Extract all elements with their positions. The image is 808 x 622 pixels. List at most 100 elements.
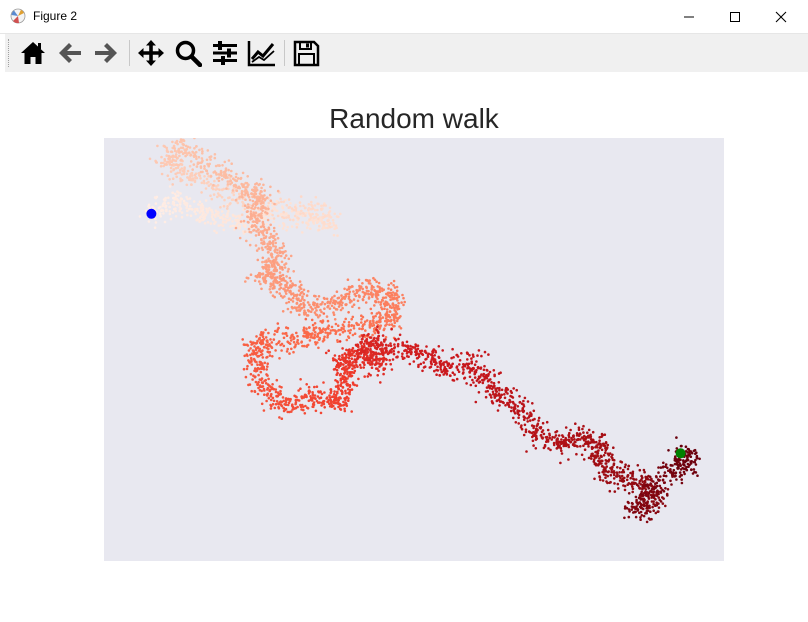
walk-point — [597, 471, 601, 475]
walk-point — [203, 181, 206, 185]
walk-point — [324, 331, 327, 334]
walk-point — [188, 146, 192, 149]
walk-point — [373, 331, 377, 335]
walk-point — [277, 201, 280, 204]
walk-point — [261, 209, 264, 213]
home-button[interactable] — [17, 37, 49, 69]
walk-point — [272, 399, 276, 403]
walk-point — [685, 458, 689, 462]
edit-axes-button[interactable] — [246, 37, 278, 69]
walk-point — [365, 342, 369, 345]
walk-point — [530, 424, 534, 427]
walk-point — [265, 339, 269, 343]
walk-point — [675, 458, 679, 461]
walk-point — [350, 348, 354, 352]
walk-point — [425, 345, 428, 348]
close-button[interactable] — [758, 0, 804, 33]
walk-point — [446, 369, 449, 373]
walk-point — [564, 444, 568, 448]
walk-point — [329, 398, 333, 402]
walk-point — [262, 266, 266, 269]
walk-point — [173, 192, 177, 196]
walk-point — [294, 209, 298, 212]
walk-point — [377, 281, 381, 285]
walk-point — [338, 354, 341, 358]
walk-point — [504, 404, 507, 407]
walk-point — [261, 363, 264, 367]
walk-point — [279, 294, 283, 298]
walk-point — [645, 501, 649, 505]
zoom-button[interactable] — [172, 37, 204, 69]
walk-point — [560, 438, 563, 441]
walk-point — [182, 199, 186, 203]
walk-point — [661, 488, 664, 492]
walk-point — [287, 206, 291, 209]
walk-point — [503, 396, 507, 400]
walk-point — [358, 335, 362, 338]
walk-point — [561, 435, 565, 439]
walk-point — [279, 277, 282, 280]
walk-point — [253, 345, 256, 348]
save-button[interactable] — [290, 37, 322, 69]
walk-point — [191, 168, 194, 171]
walk-point — [273, 295, 276, 299]
walk-point — [170, 150, 173, 153]
pan-button[interactable] — [135, 37, 167, 69]
minimize-button[interactable] — [666, 0, 712, 33]
walk-point — [431, 351, 435, 354]
walk-point — [630, 508, 633, 511]
walk-point — [284, 331, 288, 335]
back-button[interactable] — [54, 37, 86, 69]
walk-point — [221, 164, 224, 167]
walk-point — [180, 215, 184, 219]
walk-point — [353, 354, 357, 358]
walk-point — [174, 194, 178, 198]
walk-point — [335, 363, 339, 367]
walk-point — [320, 310, 323, 314]
walk-point — [339, 328, 343, 332]
walk-point — [510, 406, 513, 409]
walk-point — [504, 388, 507, 392]
walk-point — [362, 366, 366, 369]
walk-point — [326, 319, 330, 323]
walk-point — [261, 335, 265, 338]
walk-point — [443, 365, 447, 369]
walk-point — [291, 405, 295, 409]
walk-point — [337, 366, 340, 369]
forward-button[interactable] — [90, 37, 122, 69]
walk-point — [343, 372, 346, 375]
walk-point — [289, 336, 292, 339]
walk-point — [401, 293, 404, 297]
walk-point — [493, 396, 497, 399]
walk-point — [455, 365, 459, 368]
walk-point — [642, 514, 646, 518]
walk-point — [480, 354, 483, 358]
walk-point — [174, 197, 177, 201]
walk-point — [207, 174, 210, 178]
walk-point — [648, 475, 652, 479]
subplots-button[interactable] — [209, 37, 241, 69]
walk-point — [199, 207, 203, 211]
walk-point — [331, 395, 334, 399]
walk-point — [295, 226, 299, 229]
walk-point — [264, 279, 268, 283]
walk-point — [693, 460, 697, 464]
walk-point — [274, 238, 277, 241]
maximize-button[interactable] — [712, 0, 758, 33]
walk-point — [184, 154, 187, 158]
walk-point — [599, 445, 602, 449]
walk-point — [203, 167, 206, 170]
walk-point — [587, 456, 591, 460]
walk-point — [273, 406, 277, 410]
walk-point — [384, 317, 388, 320]
walk-point — [316, 297, 319, 301]
walk-point — [231, 224, 235, 228]
walk-point — [661, 466, 665, 469]
walk-point — [690, 451, 694, 455]
walk-point — [343, 409, 347, 413]
walk-point — [244, 192, 248, 195]
walk-point — [286, 403, 290, 407]
walk-point — [641, 487, 644, 491]
plot-area[interactable] — [104, 138, 724, 561]
walk-point — [423, 365, 427, 368]
